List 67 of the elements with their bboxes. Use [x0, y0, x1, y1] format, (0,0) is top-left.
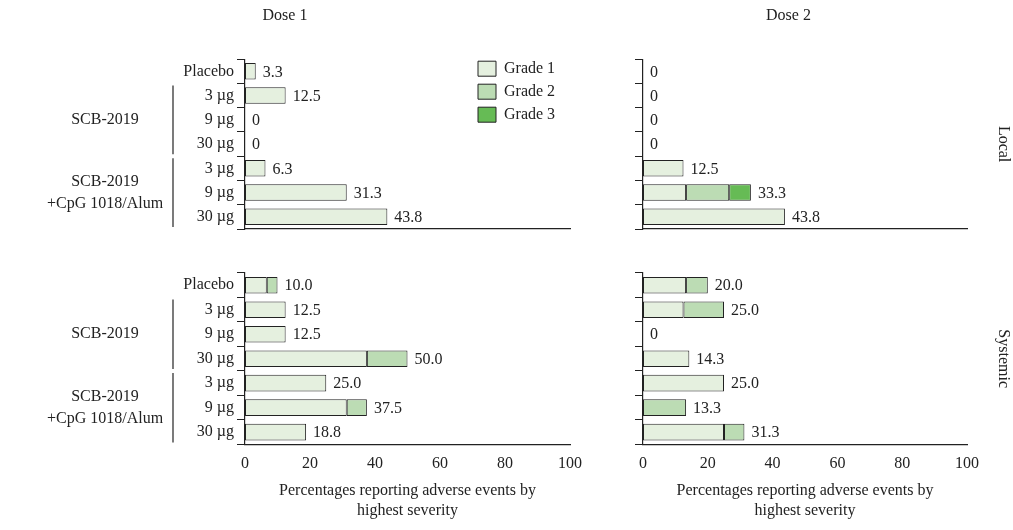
text: SCB-2019: [71, 324, 139, 342]
total-label: 31.3: [751, 423, 780, 441]
total-label: 37.5: [373, 398, 402, 416]
x-tick-label: 20: [302, 454, 318, 472]
x-axis-title: Percentages reporting adverse events by highest severity: [676, 481, 934, 519]
x-tick-label: 40: [764, 454, 781, 472]
total-label: 12.5: [292, 325, 321, 343]
y-tick-label: 3 µg: [204, 373, 234, 392]
y-tick-label: 3 µg: [204, 299, 234, 318]
x-axis-title: Percentages reporting adverse events by highest severity: [279, 481, 536, 519]
y-tick-label: 9 µg: [204, 397, 234, 416]
total-label: 14.3: [696, 349, 725, 367]
y-tick-label: 9 µg: [204, 110, 234, 129]
total-label: 13.3: [693, 398, 722, 416]
x-tick-label: 100: [558, 454, 582, 472]
x-tick-label: 60: [829, 454, 846, 472]
total-label: 12.5: [292, 300, 321, 318]
total-label: 0: [252, 135, 260, 153]
legend-label: Grade 1: [504, 59, 556, 77]
x-tick-label: 80: [497, 454, 513, 472]
total-label: 33.3: [757, 183, 786, 201]
total-label: 0: [650, 86, 658, 104]
x-tick-label: 100: [955, 454, 979, 472]
x-tick-label: 60: [432, 454, 448, 472]
total-label: 0: [650, 135, 658, 153]
y-tick-label: 9 µg: [204, 324, 234, 343]
x-tick-label: 40: [367, 454, 383, 472]
total-label: 25.0: [333, 374, 362, 392]
y-tick-label: 30 µg: [196, 348, 234, 367]
total-label: 0: [650, 111, 658, 129]
legend-label: Grade 3: [504, 105, 556, 123]
x-tick-label: 20: [699, 454, 716, 472]
total-label: 12.5: [292, 86, 321, 104]
total-label: 18.8: [313, 423, 342, 441]
total-label: 12.5: [690, 159, 719, 177]
x-tick-label: 0: [639, 454, 647, 472]
total-label: 0: [252, 111, 260, 129]
total-label: 50.0: [414, 349, 443, 367]
chart-title: Dose 1: [262, 5, 308, 23]
total-label: 10.0: [284, 276, 313, 294]
x-tick-label: 0: [241, 454, 249, 472]
total-label: 31.3: [353, 183, 382, 201]
total-label: 25.0: [731, 374, 759, 392]
total-label: 43.8: [394, 208, 423, 226]
total-label: 25.0: [731, 300, 759, 318]
total-label: 0: [650, 325, 658, 343]
y2-axis-title: Local: [995, 125, 1013, 163]
legend-label: Grade 2: [504, 82, 556, 100]
x-tick-label: 80: [894, 454, 911, 472]
y-tick-label: 3 µg: [204, 158, 234, 177]
y2-axis-title: Systemic: [994, 329, 1013, 389]
y-tick-label: Placebo: [183, 275, 234, 293]
y-tick-label: 30 µg: [196, 134, 234, 153]
total-label: 6.3: [272, 159, 293, 177]
total-label: 20.0: [714, 276, 743, 294]
y-tick-label: Placebo: [183, 61, 234, 79]
y-tick-label: 9 µg: [204, 182, 234, 201]
total-label: 43.8: [791, 208, 820, 226]
y-tick-label: 30 µg: [196, 422, 234, 441]
y-tick-label: 3 µg: [204, 85, 234, 104]
y-tick-label: 30 µg: [196, 207, 234, 226]
text: SCB-2019 +CpG 1018/Alum: [46, 171, 164, 212]
text: SCB-2019: [71, 110, 139, 128]
text: SCB-2019 +CpG 1018/Alum: [46, 386, 164, 427]
total-label: 3.3: [262, 62, 283, 80]
chart-title: Dose 2: [766, 5, 811, 23]
total-label: 0: [650, 62, 658, 80]
